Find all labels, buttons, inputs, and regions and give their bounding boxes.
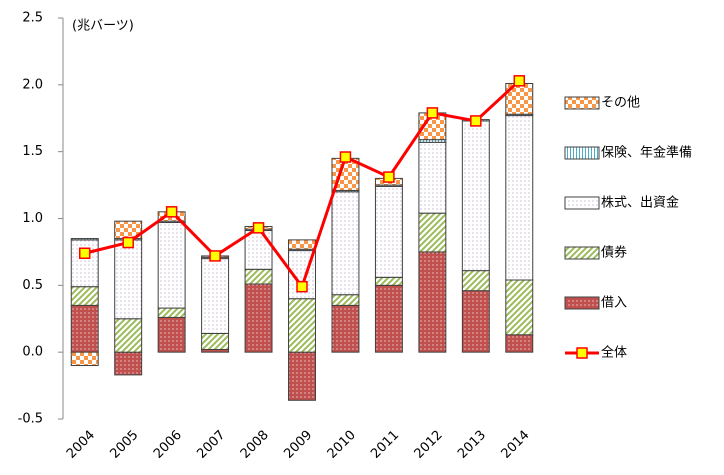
total-marker [122, 236, 134, 249]
x-tick-label: 2014 [499, 428, 533, 462]
y-tick-label: 1.0 [22, 211, 43, 226]
x-tick-label: 2013 [455, 428, 489, 462]
bar-segment [70, 239, 99, 288]
total-marker [470, 115, 482, 127]
x-tick-label: 2012 [412, 428, 446, 462]
x-tick-label: 2007 [194, 428, 228, 462]
total-marker [209, 250, 221, 262]
bar-segment [70, 238, 99, 241]
x-tick-label: 2004 [64, 428, 98, 462]
total-marker [383, 171, 395, 183]
bar-segment [374, 276, 403, 286]
legend-swatch [564, 296, 600, 310]
total-marker [165, 206, 178, 218]
bar-segment [505, 334, 534, 353]
y-axis-title: (兆バーツ) [72, 19, 134, 34]
bar-segment [505, 279, 534, 336]
x-tick-label: 2006 [151, 428, 185, 462]
legend-swatch [564, 96, 600, 110]
bar-segment [114, 351, 143, 376]
bar-segment [157, 316, 186, 353]
bar-segment [331, 294, 360, 306]
bar-segment [461, 120, 490, 272]
total-marker [296, 280, 308, 293]
bar-segment [461, 270, 490, 292]
legend-swatch [564, 146, 600, 160]
bar-segment [244, 230, 273, 270]
bar-segment [418, 251, 447, 353]
legend-label: 債券 [601, 245, 627, 261]
bar-segment [201, 258, 230, 334]
legend-marker [576, 347, 588, 359]
legend-swatch [564, 246, 600, 260]
bar-segment [374, 185, 403, 278]
bar-segment [244, 268, 273, 285]
bar-segment [114, 239, 143, 320]
y-tick-label: 2.5 [22, 11, 43, 26]
bar-segment [244, 283, 273, 353]
legend-label: その他 [601, 96, 640, 111]
y-tick-label: 0.0 [22, 345, 43, 360]
x-tick-label: 2008 [238, 428, 272, 462]
bar-segment [505, 115, 534, 281]
legend-label: 株式、出資金 [601, 195, 679, 211]
legend-label: 全体 [601, 345, 627, 361]
x-tick-label: 2010 [325, 428, 359, 462]
bar-segment [70, 286, 99, 306]
total-marker [513, 75, 526, 87]
bar-segment [288, 239, 316, 250]
bar-segment [418, 141, 447, 214]
legend-label: 保険、年金準備 [601, 145, 692, 161]
bar-segment [157, 307, 186, 318]
x-tick-label: 2005 [107, 428, 141, 462]
bar-segment [461, 290, 490, 353]
bar-segment [70, 351, 99, 367]
bar-segment [114, 318, 143, 353]
y-tick-label: 0.5 [22, 278, 43, 293]
legend-label: 借入 [601, 296, 627, 311]
bar-segment [288, 351, 316, 401]
bar-segment [70, 304, 99, 353]
bar-segment [331, 191, 360, 296]
bar-segment [418, 212, 447, 253]
y-tick-label: -0.5 [18, 412, 43, 427]
bar-segment [374, 284, 403, 353]
total-marker [339, 151, 352, 163]
y-tick-label: 2.0 [22, 77, 43, 92]
x-tick-label: 2011 [368, 428, 402, 462]
total-marker [78, 247, 91, 260]
bar-segment [288, 298, 316, 353]
bar-segment [157, 222, 186, 309]
y-tick-label: 1.5 [22, 144, 43, 159]
bar-segment [201, 332, 230, 350]
bar-segment [331, 304, 360, 353]
total-marker [252, 222, 265, 234]
legend-swatch [564, 196, 600, 210]
x-tick-label: 2009 [281, 428, 315, 462]
total-marker [426, 107, 439, 119]
